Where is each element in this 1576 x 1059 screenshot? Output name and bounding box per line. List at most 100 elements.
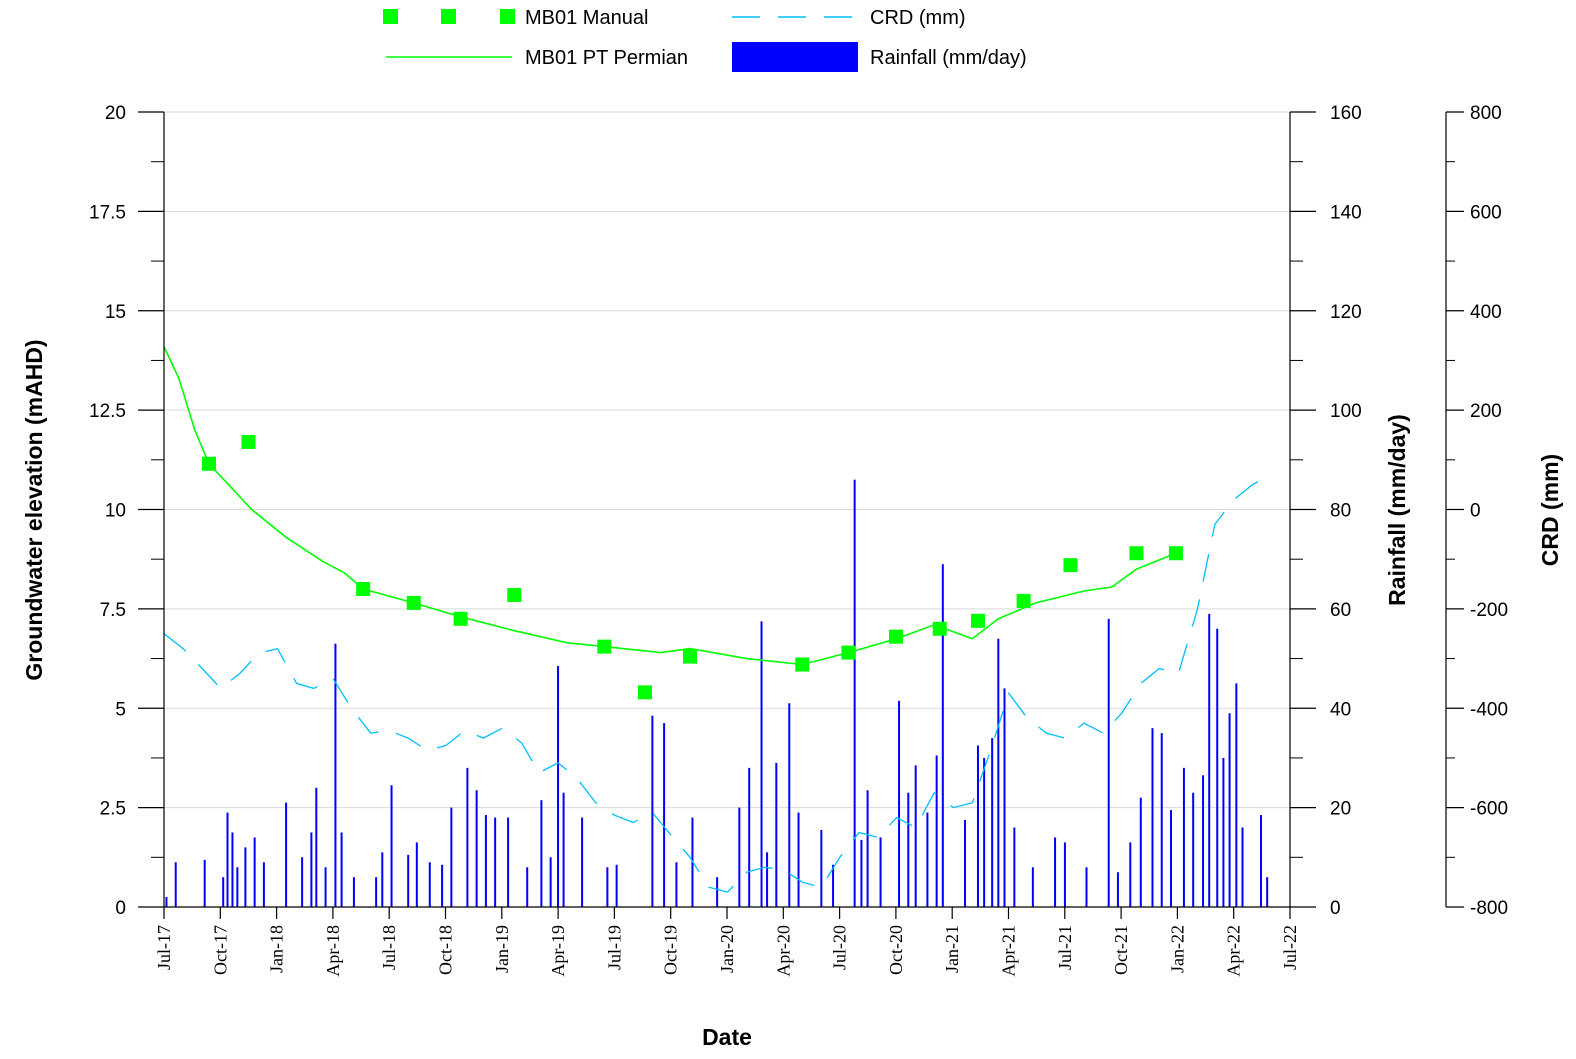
rainfall-bar (526, 867, 529, 907)
rainfall-bar (1151, 728, 1154, 907)
rain-tick-label: 160 (1330, 103, 1362, 124)
x-tick-label: Jan-20 (717, 925, 737, 973)
rainfall-bar (1003, 688, 1006, 907)
rain-tick-label: 40 (1330, 699, 1351, 720)
rain-tick-label: 0 (1330, 898, 1341, 919)
rainfall-bar (760, 621, 763, 907)
rainfall-bar (484, 815, 487, 907)
x-tick-label: Apr-19 (548, 925, 568, 977)
crd-tick-label: 200 (1470, 401, 1502, 422)
crd-tick-label: -400 (1470, 699, 1508, 720)
x-axis-title: Date (702, 1024, 752, 1050)
rainfall-bar (1235, 683, 1238, 907)
left-tick-label: 2.5 (100, 799, 126, 820)
rainfall-bar (1054, 837, 1057, 907)
rainfall-bar (976, 745, 979, 907)
x-tick-label: Jul-17 (154, 925, 174, 970)
x-tick-label: Jul-22 (1280, 925, 1300, 970)
rainfall-bar (222, 877, 225, 907)
rainfall-bar (253, 837, 256, 907)
legend-manual-marker (500, 9, 515, 24)
rainfall-bar (507, 817, 510, 907)
rainfall-bar (941, 564, 944, 907)
rainfall-bar (907, 792, 910, 907)
rainfall-bar (716, 877, 719, 907)
rainfall-bar (1169, 810, 1172, 907)
x-tick-label: Jul-18 (379, 925, 399, 970)
manual-marker (795, 657, 810, 672)
manual-marker (683, 649, 698, 664)
rainfall-bar (1208, 613, 1211, 907)
x-tick-label: Apr-20 (773, 925, 793, 977)
rainfall-bar (1192, 792, 1195, 907)
x-tick-label: Jul-21 (1055, 925, 1075, 970)
rainfall-bar (340, 832, 343, 907)
y-axis-title-left: Groundwater elevation (mAHD) (21, 339, 47, 680)
rainfall-bar (1160, 733, 1163, 907)
rainfall-bar (675, 862, 678, 907)
rainfall-bar (879, 837, 882, 907)
manual-marker (202, 456, 217, 471)
rainfall-bar (1260, 815, 1263, 907)
legend-manual-marker (441, 9, 456, 24)
manual-marker (1168, 546, 1183, 561)
x-tick-label: Jul-19 (604, 925, 624, 970)
rain-tick-label: 20 (1330, 799, 1351, 820)
manual-marker (841, 645, 856, 660)
left-tick-label: 17.5 (89, 202, 126, 223)
rainfall-bar (991, 738, 994, 907)
legend: MB01 Manual CRD (mm) MB01 PT Permian Rai… (383, 7, 1027, 72)
left-tick-label: 7.5 (100, 600, 126, 621)
rainfall-bar (540, 800, 543, 907)
rainfall-bar (615, 864, 618, 907)
rainfall-bar (1202, 775, 1205, 907)
rainfall-bar (606, 867, 609, 907)
rainfall-bar (352, 877, 355, 907)
manual-marker (406, 595, 421, 610)
rain-tick-label: 140 (1330, 202, 1362, 223)
rainfall-bar (466, 767, 469, 907)
rainfall-bar (935, 755, 938, 907)
rainfall-bar (581, 817, 584, 907)
left-tick-label: 5 (115, 699, 126, 720)
rainfall-bar (788, 703, 791, 907)
rainfall-bar (766, 852, 769, 907)
x-tick-label: Oct-18 (436, 925, 456, 975)
rainfall-bar (285, 802, 288, 907)
rainfall-bar (1222, 757, 1225, 907)
rainfall-bar (914, 765, 917, 907)
rainfall-bar (165, 897, 168, 907)
rainfall-bar (557, 666, 560, 907)
legend-label-rainfall: Rainfall (mm/day) (870, 47, 1027, 69)
axes: 02.557.51012.51517.520020406080100120140… (89, 103, 1508, 977)
rainfall-bar (441, 864, 444, 907)
x-tick-label: Oct-21 (1111, 925, 1131, 975)
legend-label-pt: MB01 PT Permian (525, 47, 688, 69)
gridlines (164, 111, 1290, 809)
rainfall-bar (738, 807, 741, 907)
legend-label-crd: CRD (mm) (870, 7, 966, 29)
x-tick-label: Jan-22 (1167, 925, 1187, 973)
rainfall-bar (1266, 877, 1269, 907)
rainfall-bar (1063, 842, 1066, 907)
rainfall-bar (1085, 867, 1088, 907)
manual-marker (1063, 558, 1078, 573)
crd-tick-label: 800 (1470, 103, 1502, 124)
x-tick-label: Oct-19 (661, 925, 681, 975)
rainfall-bar (898, 700, 901, 907)
x-tick-label: Jul-20 (830, 925, 850, 970)
rainfall-bar (866, 790, 869, 907)
rainfall-bar (244, 847, 247, 907)
rain-tick-label: 80 (1330, 501, 1351, 522)
rainfall-bar (1228, 713, 1231, 907)
rain-tick-label: 100 (1330, 401, 1362, 422)
rainfall-bar (174, 862, 177, 907)
manual-marker (888, 629, 903, 644)
rainfall-bar (334, 643, 337, 907)
rainfall-bar (775, 762, 778, 907)
rainfall-bar (1129, 842, 1132, 907)
rainfall-bar (1182, 767, 1185, 907)
rainfall-bar (748, 767, 751, 907)
